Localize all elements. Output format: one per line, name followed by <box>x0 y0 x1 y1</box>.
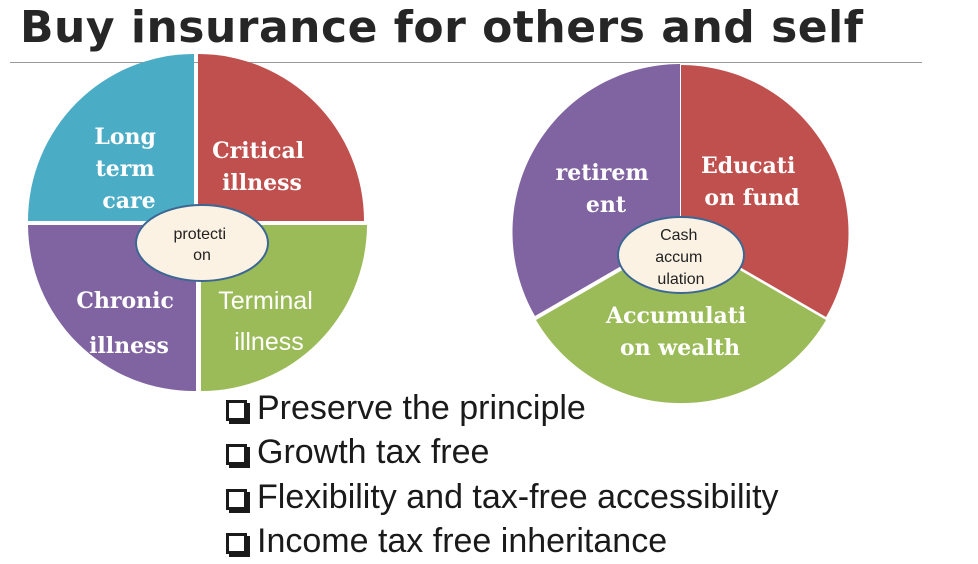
protection-chart: Long term care Critical illness Terminal… <box>28 54 367 391</box>
list-item-text: Flexibility and tax-free accessibility <box>257 478 779 517</box>
list-item: Growth tax free <box>226 431 779 476</box>
list-item-text: Growth tax free <box>257 433 489 472</box>
checkbox-bullet-icon <box>226 400 247 421</box>
list-item-text: Preserve the principle <box>257 389 586 428</box>
protection-hub <box>136 205 268 281</box>
list-item: Preserve the principle <box>226 386 779 431</box>
list-item: Flexibility and tax-free accessibility <box>226 475 779 520</box>
checkbox-bullet-icon <box>226 533 247 554</box>
checkbox-bullet-icon <box>226 444 247 465</box>
cash-accumulation-chart: Educati on fund Accumulati on wealth ret… <box>512 64 848 403</box>
segment-label-long-term-care: Long term care <box>94 124 163 214</box>
list-item: Income tax free inheritance <box>226 520 779 564</box>
benefits-list: Preserve the principle Growth tax free F… <box>226 386 779 564</box>
checkbox-bullet-icon <box>226 489 247 510</box>
cash-accumulation-hub-label: Cash accum ulation <box>655 227 707 288</box>
list-item-text: Income tax free inheritance <box>257 522 667 561</box>
